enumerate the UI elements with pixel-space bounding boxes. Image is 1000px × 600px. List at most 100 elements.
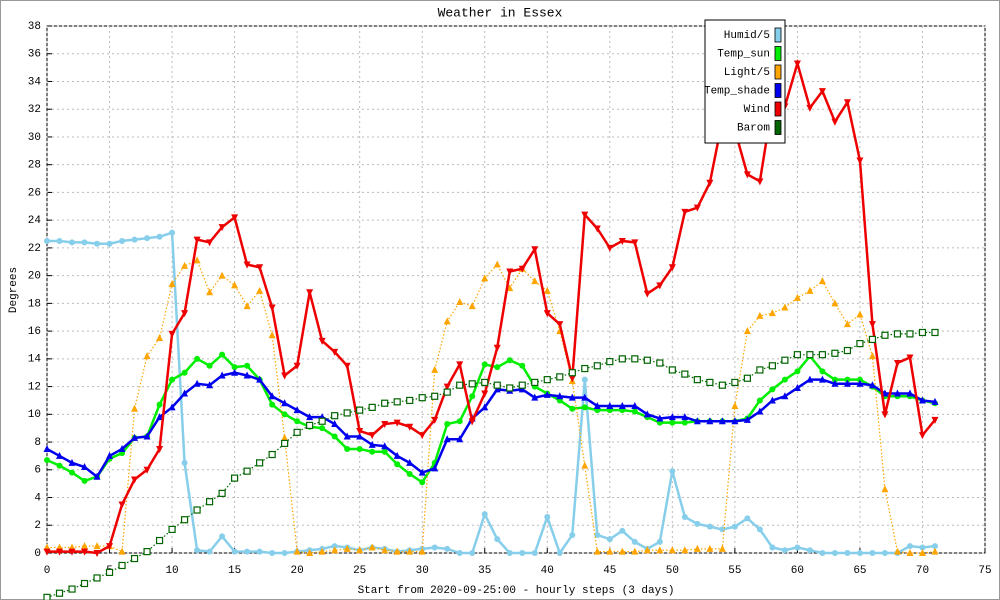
data-point: [506, 384, 514, 392]
data-point: [631, 401, 639, 409]
data-point: [343, 362, 351, 370]
data-point: [818, 277, 826, 285]
data-point: [393, 419, 401, 427]
data-point: [180, 516, 189, 524]
data-point: [331, 433, 338, 440]
data-point: [368, 432, 376, 440]
data-point: [218, 371, 226, 379]
data-point: [281, 439, 289, 448]
data-point: [369, 448, 376, 455]
y-tick-label: 18: [28, 298, 41, 310]
x-axis-label: Start from 2020-09-25:00 - hourly steps …: [358, 585, 675, 597]
data-point: [568, 369, 576, 377]
y-tick-label: 0: [34, 548, 41, 560]
data-point: [281, 372, 289, 380]
data-point: [518, 265, 526, 273]
data-point: [694, 520, 701, 527]
y-tick-label: 2: [34, 520, 41, 532]
data-point: [706, 544, 714, 552]
data-point: [81, 463, 89, 471]
data-point: [769, 386, 776, 393]
legend-label: Temp_sun: [717, 48, 770, 60]
data-point: [531, 550, 538, 556]
data-point: [281, 399, 289, 407]
data-point: [831, 550, 838, 556]
x-tick-label: 25: [353, 565, 366, 577]
y-tick-label: 6: [34, 465, 41, 477]
x-tick-label: 70: [916, 565, 929, 577]
data-point: [918, 396, 926, 404]
data-point: [806, 351, 814, 359]
legend-box: [704, 19, 786, 144]
data-point: [106, 240, 113, 247]
data-point: [931, 543, 938, 550]
data-point: [643, 290, 651, 298]
y-tick-label: 38: [28, 21, 41, 33]
data-point: [806, 104, 814, 112]
x-tick-label: 60: [791, 565, 804, 577]
data-point: [318, 417, 326, 425]
data-point: [431, 464, 439, 472]
data-point: [756, 178, 764, 186]
data-point: [793, 383, 801, 391]
data-point: [893, 330, 902, 338]
data-point: [681, 413, 689, 421]
x-tick-label: 50: [666, 565, 679, 577]
data-point: [818, 351, 827, 359]
data-point: [794, 544, 801, 551]
data-point: [331, 543, 338, 550]
x-tick-label: 35: [478, 565, 491, 577]
data-point: [656, 546, 664, 554]
legend-label: Humid/5: [724, 30, 770, 42]
data-point: [581, 404, 588, 411]
data-point: [456, 550, 463, 556]
data-point: [544, 513, 551, 520]
data-point: [406, 470, 413, 477]
x-tick-label: 10: [165, 565, 178, 577]
data-point: [743, 171, 751, 179]
data-point: [268, 304, 276, 312]
data-point: [293, 406, 301, 414]
data-point: [256, 459, 264, 467]
data-point: [618, 355, 626, 363]
data-point: [881, 550, 888, 556]
data-point: [193, 379, 201, 387]
data-point: [356, 427, 364, 435]
data-point: [131, 236, 138, 243]
y-tick-label: 34: [28, 76, 42, 88]
data-point: [931, 416, 939, 424]
data-point: [306, 549, 314, 556]
data-point: [606, 244, 614, 252]
data-point: [418, 547, 426, 555]
data-point: [44, 457, 50, 464]
data-point: [518, 385, 526, 393]
y-tick-label: 24: [28, 215, 42, 227]
data-point: [631, 355, 639, 363]
x-tick-label: 30: [416, 565, 429, 577]
data-point: [906, 389, 914, 397]
data-point: [669, 468, 676, 475]
data-point: [219, 351, 226, 358]
data-point: [481, 403, 489, 411]
legend-label: Wind: [744, 104, 770, 116]
data-point: [656, 414, 664, 422]
data-point: [793, 351, 802, 359]
data-point: [406, 547, 414, 555]
data-point: [718, 544, 726, 552]
data-point: [393, 547, 401, 555]
data-point: [393, 451, 401, 459]
data-point: [831, 118, 839, 126]
data-point: [493, 344, 501, 352]
data-point: [681, 546, 689, 554]
data-point: [706, 417, 714, 425]
data-point: [843, 346, 852, 355]
data-point: [181, 389, 189, 397]
data-point: [906, 543, 913, 550]
data-point: [406, 458, 414, 466]
data-point: [256, 264, 264, 272]
legend-swatch: [774, 120, 782, 135]
data-point: [793, 60, 801, 68]
data-point: [243, 261, 251, 269]
data-point: [868, 335, 877, 344]
data-point: [706, 523, 713, 530]
